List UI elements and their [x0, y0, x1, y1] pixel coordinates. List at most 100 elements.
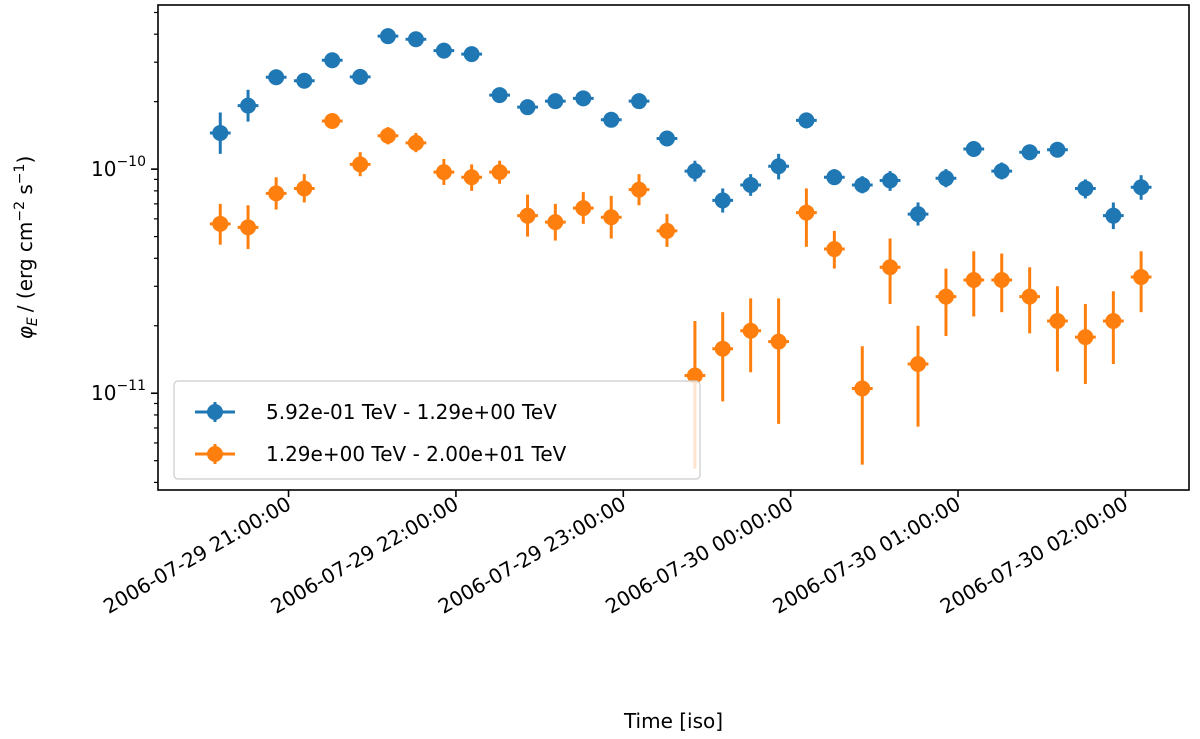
marker: [435, 42, 452, 59]
marker: [1049, 313, 1066, 330]
data-point: [823, 230, 845, 269]
data-point: [293, 72, 315, 89]
series-1: [209, 28, 1152, 230]
data-point: [879, 171, 901, 191]
marker: [882, 172, 899, 189]
marker: [714, 192, 731, 209]
data-point: [712, 312, 734, 402]
data-point: [1102, 202, 1124, 230]
marker: [519, 99, 536, 116]
data-point: [517, 194, 538, 237]
data-point: [433, 158, 455, 185]
marker: [212, 124, 229, 141]
data-point: [265, 177, 287, 210]
y-axis-label-exp1: −2: [12, 201, 28, 222]
data-point: [237, 205, 259, 250]
marker: [882, 259, 899, 276]
data-layer: [209, 28, 1152, 469]
data-point: [209, 203, 231, 245]
data-point: [489, 160, 510, 184]
legend-box: [173, 380, 701, 480]
data-point: [405, 132, 427, 153]
data-point: [572, 192, 594, 224]
data-point: [1047, 141, 1068, 158]
marker: [463, 46, 480, 63]
data-point: [544, 203, 566, 241]
data-point: [879, 238, 901, 305]
data-point: [600, 195, 622, 239]
marker: [1049, 141, 1066, 158]
marker: [742, 322, 759, 339]
data-point: [907, 325, 929, 427]
marker: [658, 130, 675, 147]
data-point: [851, 176, 873, 194]
marker: [1133, 179, 1150, 196]
marker: [1021, 288, 1038, 305]
marker: [324, 112, 341, 129]
marker: [547, 93, 564, 110]
data-point: [991, 162, 1013, 180]
marker: [686, 367, 703, 384]
y-axis-label-symbol: φ: [13, 326, 37, 339]
marker: [547, 214, 564, 231]
marker: [463, 169, 480, 186]
marker: [937, 288, 954, 305]
data-point: [1019, 144, 1041, 161]
marker: [240, 97, 257, 114]
marker: [993, 272, 1010, 289]
marker: [268, 185, 285, 202]
y-axis-label-seconds: s: [13, 184, 37, 201]
data-point: [461, 46, 483, 63]
marker: [296, 72, 313, 89]
data-point: [628, 174, 650, 206]
marker: [770, 158, 787, 175]
marker: [603, 209, 620, 226]
marker: [631, 181, 648, 198]
marker: [1021, 144, 1038, 161]
marker: [575, 200, 592, 217]
data-point: [935, 268, 957, 337]
y-axis-label-close: ): [13, 156, 37, 164]
marker: [212, 215, 229, 232]
data-point: [349, 68, 371, 85]
marker: [435, 164, 452, 181]
data-point: [265, 69, 287, 86]
marker: [937, 170, 954, 187]
data-point: [1075, 179, 1096, 199]
data-point: [433, 42, 455, 59]
data-point: [209, 112, 231, 154]
data-point: [963, 140, 985, 157]
data-point: [712, 188, 734, 213]
data-point: [461, 164, 483, 191]
x-axis-label: Time [iso]: [623, 709, 723, 733]
data-point: [1102, 291, 1124, 365]
marker: [770, 333, 787, 350]
marker: [603, 111, 620, 128]
marker: [965, 140, 982, 157]
data-point: [768, 298, 789, 424]
marker: [993, 163, 1010, 180]
data-point: [656, 130, 678, 147]
legend-entry: 1.29e+00 TeV - 2.00e+01 TeV: [195, 442, 567, 466]
y-tick-label: 10−10: [91, 154, 146, 181]
data-point: [489, 87, 510, 104]
marker: [1077, 329, 1094, 346]
legend-marker: [207, 446, 223, 462]
data-point: [740, 298, 762, 373]
marker: [296, 180, 313, 197]
axes-frame: [157, 4, 1190, 491]
data-point: [349, 152, 371, 177]
data-point: [851, 346, 873, 465]
marker: [324, 52, 341, 69]
marker: [714, 340, 731, 357]
data-point: [405, 31, 427, 48]
marker: [742, 176, 759, 193]
data-point: [796, 188, 817, 247]
marker: [854, 380, 871, 397]
y-axis-label: φE / (erg cm−2 s−1): [12, 156, 41, 340]
data-point: [377, 127, 399, 145]
marker: [575, 90, 592, 107]
data-point: [293, 174, 315, 203]
